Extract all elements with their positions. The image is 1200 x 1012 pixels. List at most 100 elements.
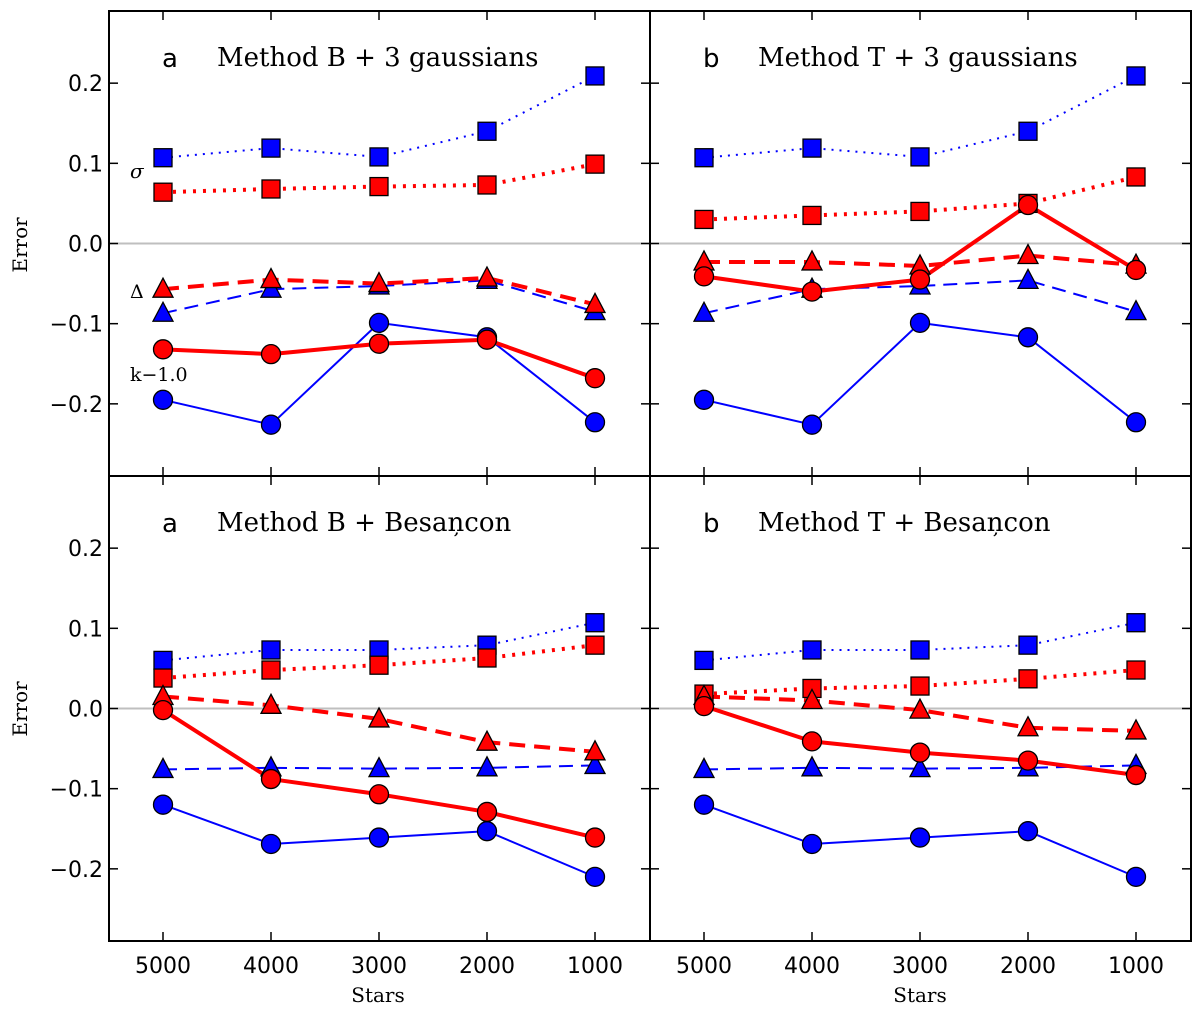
marker-red-sigma [802,205,822,226]
panel-letter: a [162,509,178,539]
marker-red-delta [1016,243,1040,265]
marker-blue-delta [908,756,932,778]
x-tick-label: 3000 [351,954,407,979]
marker-blue-sigma [910,640,930,660]
marker-red-k [476,801,498,823]
marker-blue-sigma [910,147,930,167]
marker-blue-delta [583,753,607,775]
marker-red-delta [475,265,499,287]
marker-blue-delta [151,757,175,779]
delta-annotation: Δ [130,281,144,303]
marker-blue-sigma [477,121,497,141]
marker-blue-k [801,414,823,435]
marker-red-delta [908,697,932,719]
marker-blue-sigma [694,650,714,671]
marker-blue-sigma [261,138,281,158]
marker-blue-sigma [1126,66,1146,86]
marker-blue-delta [800,755,824,777]
x-tick-label: 1000 [567,954,623,979]
y-tick-label: 0.0 [68,698,103,723]
panel-title: Method B + Besaņcon [217,508,511,538]
sigma-annotation: σ [130,159,145,183]
marker-red-k [476,329,498,350]
marker-red-delta [151,276,175,298]
marker-blue-k [368,312,390,334]
ylabel-top: Error [8,217,32,273]
marker-red-delta [1124,718,1148,740]
y-tick-label: −0.2 [50,858,103,883]
marker-blue-sigma [585,66,605,86]
series-line-blue-sigma [162,75,596,159]
marker-blue-k [801,833,823,855]
marker-blue-k [260,414,282,435]
series-line-blue-delta [162,764,596,771]
y-tick-label: 0.1 [68,617,103,642]
marker-blue-delta [475,755,499,777]
marker-red-k [1125,764,1147,786]
series-line-red-delta [704,253,1137,268]
panel-bottom-right: 5000 4000 3000 2000 1000 b Method T + Besaņcon [649,475,1192,979]
series-line-red-sigma [703,175,1137,222]
marker-red-delta [583,292,607,314]
marker-red-k [693,695,715,717]
x-tick-label: 4000 [243,954,299,979]
marker-red-sigma [585,635,605,655]
marker-red-k [1017,194,1039,216]
marker-red-k [584,827,606,848]
marker-blue-delta [367,756,391,778]
marker-red-sigma [910,676,930,696]
marker-blue-delta [692,757,716,779]
marker-red-delta [259,692,283,714]
series-line-blue-sigma [703,75,1137,159]
marker-red-sigma [153,182,173,202]
marker-blue-k [584,412,606,433]
y-tick-label: 0.2 [68,537,103,562]
series-line-red-delta [703,694,1137,733]
marker-red-sigma [477,175,497,195]
marker-red-k [909,742,931,763]
marker-red-k [584,368,606,389]
ylabel-bottom: Error [8,681,32,737]
marker-red-sigma [477,648,497,668]
marker-blue-sigma [694,148,714,168]
series-line-blue-delta [162,279,596,315]
marker-red-sigma [261,660,281,680]
marker-blue-k [1017,821,1039,842]
marker-red-k [152,699,174,721]
marker-red-delta [800,249,824,271]
x-tick-label: 5000 [676,954,732,979]
marker-red-sigma [1126,660,1146,680]
marker-red-delta [800,688,824,710]
marker-red-sigma [1126,167,1146,187]
marker-red-k [368,333,390,354]
marker-red-k [152,339,174,360]
marker-red-sigma [261,179,281,199]
panel-bottom-left: 0.2 0.1 0.0 −0.1 −0.2 5000 4000 3000 2000 1000 a Me… [50,475,651,979]
series-line-red-sigma [162,162,596,195]
series-line-red-sigma [162,643,596,681]
marker-blue-k [1017,327,1039,348]
series-line-red-delta [162,694,596,754]
y-tick-label: −0.2 [50,393,103,418]
marker-red-k [1125,259,1147,281]
marker-red-k [368,784,390,805]
marker-red-delta [1016,715,1040,737]
y-tick-label: −0.1 [50,313,103,338]
marker-red-delta [367,271,391,293]
marker-blue-k [1125,412,1147,433]
marker-blue-sigma [261,640,281,660]
marker-red-delta [367,706,391,728]
marker-blue-delta [1124,299,1148,321]
series-line-red-delta [162,275,596,307]
xlabel-left: Stars [351,983,405,1007]
marker-blue-sigma [1018,635,1038,655]
panel-top-right: b Method T + 3 gaussians [649,10,1192,477]
y-tick-label: −0.1 [50,778,103,803]
marker-red-sigma [1018,669,1038,689]
marker-blue-k [909,827,931,848]
marker-red-sigma [910,201,930,222]
marker-blue-sigma [802,640,822,660]
panel-letter: b [703,44,720,74]
series-line-blue-delta [703,279,1137,315]
marker-red-delta [259,267,283,289]
